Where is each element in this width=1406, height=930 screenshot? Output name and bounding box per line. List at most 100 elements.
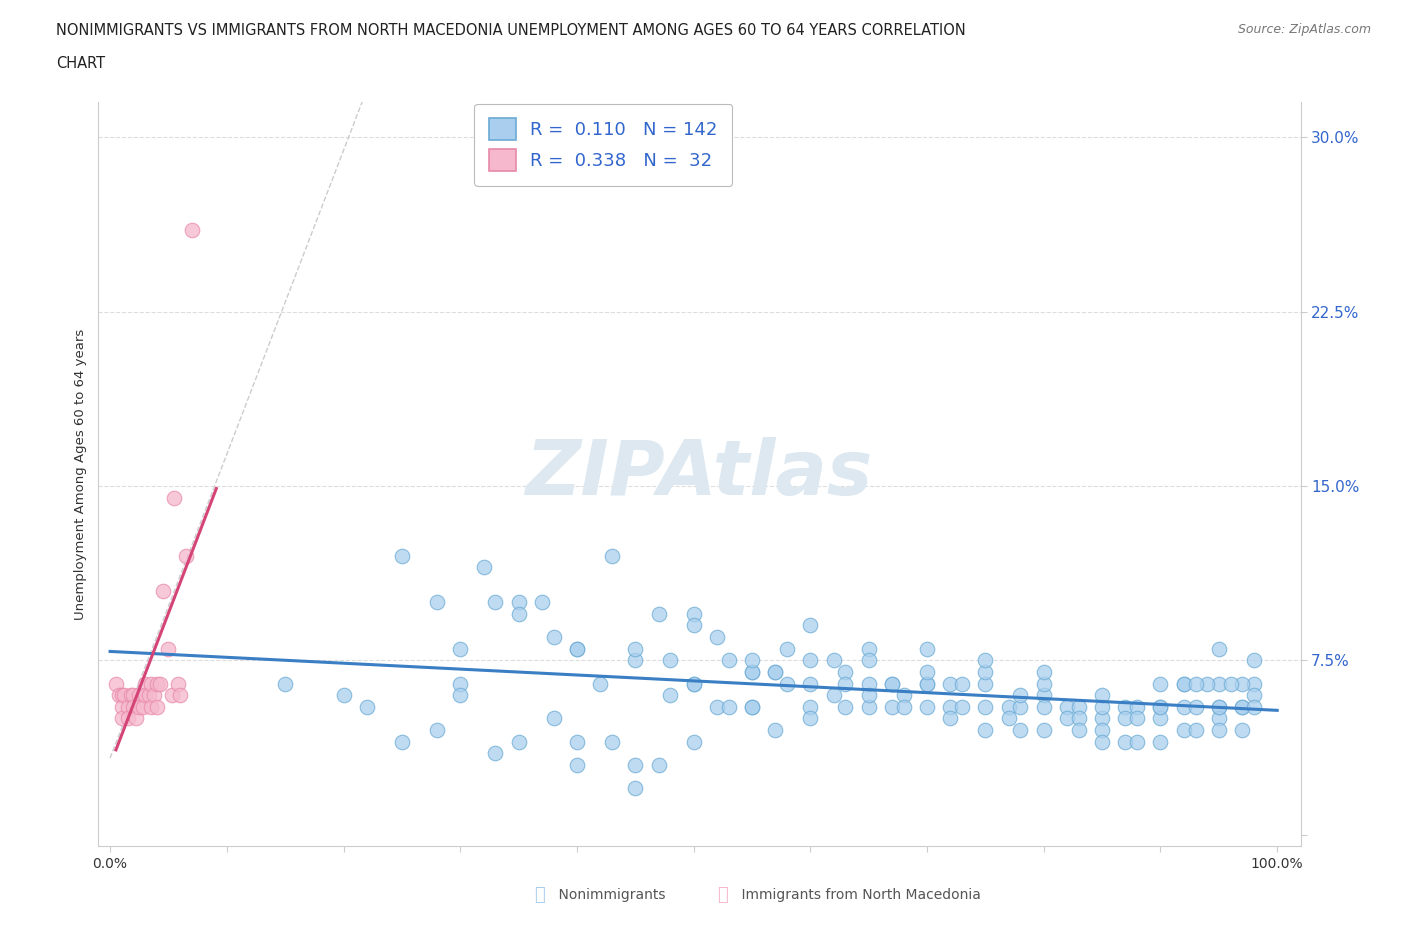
Point bbox=[915, 664, 938, 679]
Point bbox=[624, 757, 647, 772]
Point bbox=[741, 664, 763, 679]
Point bbox=[776, 642, 799, 657]
Point bbox=[125, 711, 148, 725]
Point bbox=[915, 676, 938, 691]
Point bbox=[647, 606, 669, 621]
Text: Immigrants from North Macedonia: Immigrants from North Macedonia bbox=[724, 887, 981, 902]
Point bbox=[939, 699, 962, 714]
Point bbox=[128, 699, 150, 714]
Point bbox=[1149, 699, 1171, 714]
Point bbox=[1091, 688, 1114, 703]
Point bbox=[1091, 711, 1114, 725]
Point bbox=[1126, 735, 1149, 750]
Point bbox=[823, 653, 845, 668]
Point bbox=[112, 688, 135, 703]
Point bbox=[624, 653, 647, 668]
Point bbox=[1067, 711, 1090, 725]
Point bbox=[1010, 723, 1032, 737]
Point bbox=[682, 676, 704, 691]
Point bbox=[858, 699, 880, 714]
Point bbox=[624, 781, 647, 796]
Point bbox=[858, 642, 880, 657]
Point bbox=[647, 757, 669, 772]
Point bbox=[134, 676, 156, 691]
Point bbox=[1173, 723, 1195, 737]
Point bbox=[741, 699, 763, 714]
Point bbox=[449, 676, 471, 691]
Point bbox=[974, 723, 997, 737]
Point bbox=[391, 549, 413, 564]
Point bbox=[565, 642, 588, 657]
Point bbox=[682, 618, 704, 633]
Point bbox=[138, 688, 160, 703]
Point bbox=[426, 595, 449, 610]
Point bbox=[1149, 676, 1171, 691]
Text: Source: ZipAtlas.com: Source: ZipAtlas.com bbox=[1237, 23, 1371, 36]
Point bbox=[1010, 688, 1032, 703]
Point bbox=[174, 549, 197, 564]
Point bbox=[1208, 711, 1230, 725]
Point bbox=[160, 688, 183, 703]
Point bbox=[659, 688, 682, 703]
Point bbox=[449, 642, 471, 657]
Point bbox=[763, 664, 786, 679]
Point bbox=[1230, 723, 1253, 737]
Point bbox=[893, 688, 915, 703]
Point bbox=[530, 595, 553, 610]
Point bbox=[939, 676, 962, 691]
Point bbox=[508, 595, 530, 610]
Point bbox=[180, 222, 202, 237]
Point bbox=[1056, 711, 1078, 725]
Point bbox=[132, 699, 155, 714]
Point bbox=[1197, 676, 1219, 691]
Point bbox=[915, 642, 938, 657]
Point bbox=[600, 735, 623, 750]
Point bbox=[1067, 699, 1090, 714]
Point bbox=[1091, 735, 1114, 750]
Legend: R =  0.110   N = 142, R =  0.338   N =  32: R = 0.110 N = 142, R = 0.338 N = 32 bbox=[474, 104, 733, 186]
Point bbox=[974, 664, 997, 679]
Point bbox=[1067, 723, 1090, 737]
Point bbox=[143, 688, 166, 703]
Point bbox=[508, 735, 530, 750]
Point bbox=[1208, 699, 1230, 714]
Point bbox=[1208, 699, 1230, 714]
Point bbox=[717, 653, 740, 668]
Point bbox=[763, 664, 786, 679]
Point bbox=[834, 664, 856, 679]
Point bbox=[682, 606, 704, 621]
Point bbox=[1243, 688, 1265, 703]
Point bbox=[1184, 676, 1206, 691]
Point bbox=[600, 549, 623, 564]
Point bbox=[880, 676, 903, 691]
Point bbox=[915, 676, 938, 691]
Point bbox=[332, 688, 354, 703]
Point bbox=[858, 676, 880, 691]
Point bbox=[426, 723, 449, 737]
Point bbox=[997, 699, 1019, 714]
Point bbox=[974, 676, 997, 691]
Point bbox=[169, 688, 191, 703]
Point bbox=[659, 653, 682, 668]
Point bbox=[1149, 699, 1171, 714]
Point bbox=[565, 757, 588, 772]
Point bbox=[682, 676, 704, 691]
Point bbox=[128, 688, 150, 703]
Point bbox=[1208, 676, 1230, 691]
Point bbox=[111, 688, 134, 703]
Point bbox=[117, 711, 139, 725]
Point bbox=[880, 676, 903, 691]
Point bbox=[484, 746, 506, 761]
Point bbox=[799, 653, 821, 668]
Point bbox=[950, 676, 973, 691]
Point bbox=[1208, 642, 1230, 657]
Point bbox=[1208, 723, 1230, 737]
Point bbox=[893, 699, 915, 714]
Point bbox=[543, 711, 565, 725]
Point bbox=[834, 676, 856, 691]
Point bbox=[706, 630, 728, 644]
Point bbox=[741, 699, 763, 714]
Point bbox=[117, 699, 139, 714]
Point bbox=[274, 676, 297, 691]
Point bbox=[1126, 699, 1149, 714]
